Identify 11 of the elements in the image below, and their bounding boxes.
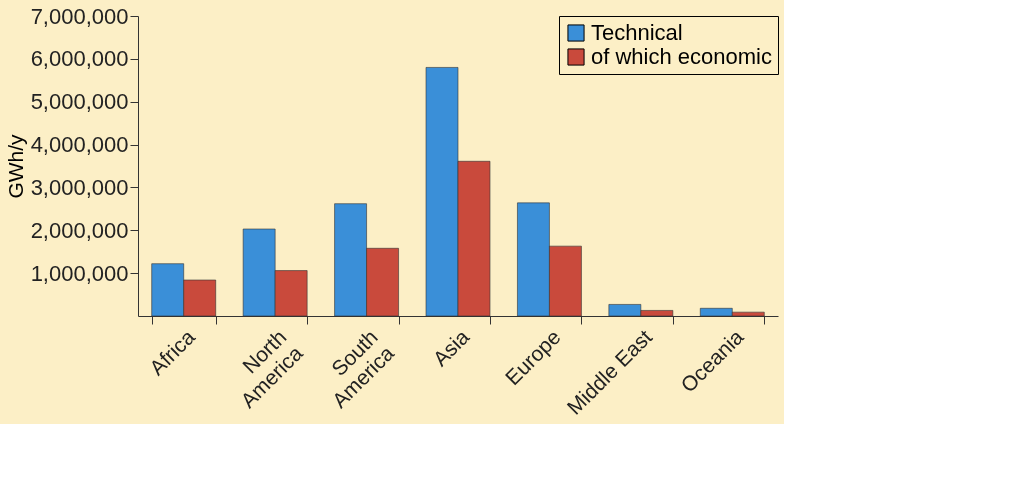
y-tick-label: 7,000,000 xyxy=(30,3,129,29)
legend-label: of which economic xyxy=(591,44,772,69)
y-axis-title: GWh/y xyxy=(3,133,27,199)
y-tick-label: 4,000,000 xyxy=(30,132,129,158)
y-tick-label: 3,000,000 xyxy=(30,174,129,200)
y-tick-label: 1,000,000 xyxy=(30,260,129,286)
y-tick-label: 2,000,000 xyxy=(30,217,129,243)
legend-label: Technical xyxy=(591,20,683,45)
y-tick-label: 6,000,000 xyxy=(30,46,129,72)
x-tick-label: Asia xyxy=(428,324,474,371)
y-tick-label: 5,000,000 xyxy=(30,89,129,115)
